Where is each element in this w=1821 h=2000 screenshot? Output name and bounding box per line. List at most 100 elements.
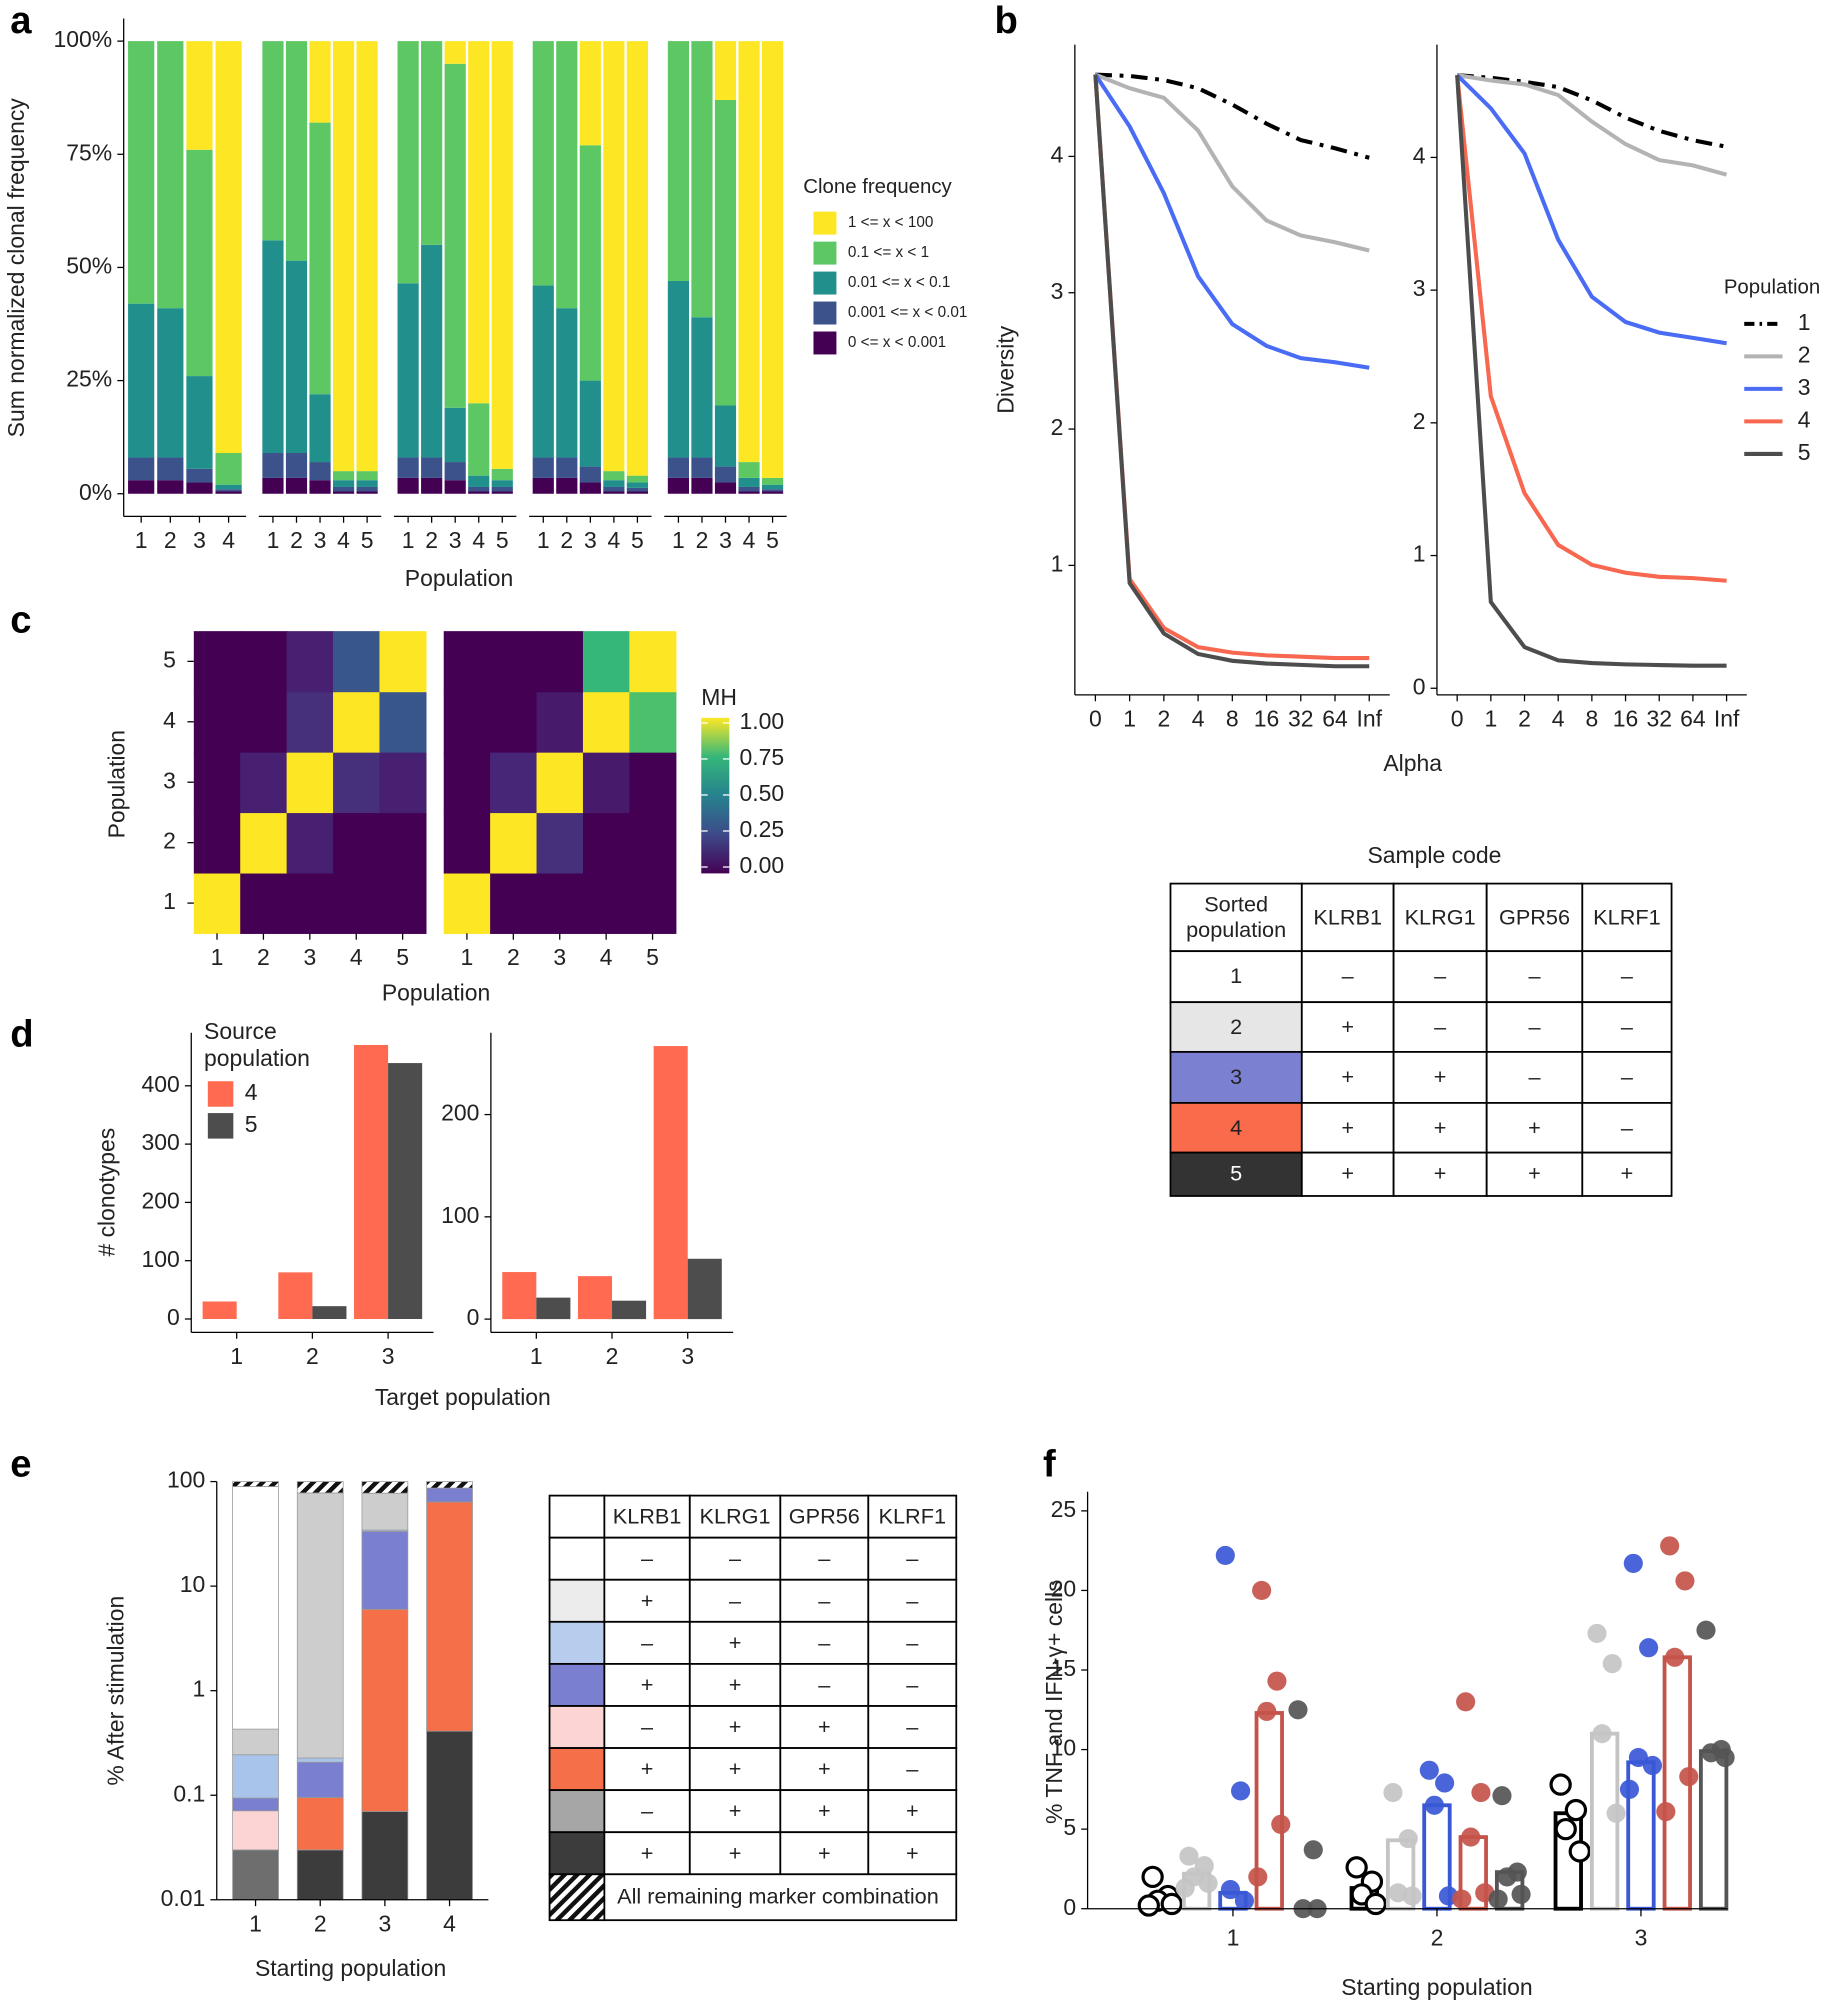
bar-segment [691, 457, 713, 478]
bar-segment [714, 41, 737, 100]
cell-text-box: – [1621, 1065, 1633, 1089]
colorbar-label: 0.50 [740, 780, 785, 806]
bar-segment [397, 41, 419, 284]
cell-text: – [818, 1630, 831, 1655]
cell-text: + [1341, 1115, 1355, 1140]
x-tick-label: 16 [1613, 705, 1639, 731]
x-tick-label: 1 [461, 944, 474, 970]
x-tick-label: 16 [1254, 705, 1280, 731]
bar-segment [532, 41, 554, 286]
y-axis-title: % TNF and IFN-γ+ cells [1041, 1580, 1067, 1824]
table-cell [603, 1663, 691, 1707]
legend-label: 0.001 <= x < 0.01 [848, 304, 968, 321]
cell-text: + [1620, 1161, 1634, 1187]
x-tick-label: 1 [537, 527, 550, 553]
heat-cell [536, 752, 584, 814]
data-point [1345, 1856, 1368, 1879]
x-tick-label: 2 [290, 527, 303, 553]
cell-text: + [1433, 1161, 1447, 1187]
heat-cell [582, 631, 630, 693]
bar-segment [232, 1810, 279, 1851]
data-point [1497, 1867, 1517, 1887]
bar-segment [262, 453, 284, 478]
cell-text: – [1528, 1014, 1541, 1039]
heat-cell [193, 812, 241, 874]
x-tick-label: Inf [1714, 705, 1740, 731]
x-tick-label: 5 [361, 527, 374, 553]
x-tick-label: 1 [211, 944, 224, 970]
table-cell [548, 1494, 606, 1539]
data-point [1606, 1803, 1626, 1823]
data-point [1215, 1545, 1235, 1565]
table-cell [603, 1747, 691, 1792]
y-tick-label: 0 [467, 1304, 480, 1330]
cell-text: – [906, 1630, 919, 1655]
data-point [1675, 1571, 1695, 1591]
x-tick-label: 8 [1585, 705, 1598, 731]
table-cell [548, 1705, 606, 1749]
table-cell [603, 1831, 691, 1876]
x-tick-label: 2 [1157, 705, 1170, 731]
table-cell [1392, 1001, 1488, 1053]
cell-text: – [1528, 964, 1541, 989]
panel-label: f [1043, 1442, 1056, 1485]
bar-segment [444, 41, 466, 64]
heat-cell [629, 691, 677, 753]
cell-text-box: – [906, 1588, 918, 1612]
x-tick-label: 1 [672, 527, 685, 553]
bar-segment [761, 484, 784, 490]
bar-segment [603, 41, 625, 472]
x-axis-title: Starting population [255, 1955, 446, 1981]
data-point [1252, 1580, 1272, 1601]
legend-title: Population [1724, 277, 1820, 299]
panel-label: c [10, 598, 31, 641]
x-tick-label: 64 [1680, 705, 1706, 731]
cell-text: GPR56 [1498, 904, 1571, 930]
cell-text: + [640, 1840, 654, 1865]
y-tick-label: 200 [142, 1187, 180, 1213]
table-cell [1169, 1102, 1303, 1154]
heat-cell [379, 691, 427, 753]
table-cell [1485, 882, 1584, 953]
bar-segment [714, 99, 737, 406]
data-point [1568, 1840, 1591, 1863]
y-tick-label: 2 [1051, 414, 1064, 440]
table-cell [688, 1789, 782, 1834]
cell-text: – [906, 1546, 919, 1571]
data-point [1179, 1846, 1199, 1866]
cell-text-box: – [1434, 1015, 1446, 1039]
cell-text: – [641, 1546, 654, 1571]
x-tick-label: 1 [267, 527, 280, 553]
bar-segment [157, 457, 184, 481]
cell-text-box: + [1433, 1161, 1447, 1187]
cell-text-box: + [818, 1757, 831, 1781]
cell-text: 5 [1230, 1161, 1243, 1187]
cell-text: Sorted population [1186, 892, 1287, 942]
bar-segment [491, 486, 513, 492]
y-tick-label: 3 [1413, 275, 1426, 301]
bar-segment [421, 457, 443, 478]
x-tick-label: 3 [314, 527, 327, 553]
data-point [1623, 1553, 1643, 1573]
table-cell [779, 1747, 870, 1792]
x-tick-label: 3 [382, 1343, 395, 1369]
heat-cell [240, 872, 288, 934]
bar-segment [215, 41, 242, 454]
hatch-swatch [548, 1873, 606, 1922]
x-tick-label: 5 [496, 527, 509, 553]
x-tick-label: 32 [1646, 705, 1672, 731]
y-tick-label: 0% [79, 479, 112, 505]
bar-segment [421, 477, 443, 494]
bar-segment [232, 1728, 279, 1756]
x-tick-label: 2 [306, 1343, 319, 1369]
table-cell [1581, 950, 1673, 1004]
series-line [1455, 74, 1727, 583]
bar-segment [579, 482, 601, 494]
bar-segment [296, 1492, 344, 1759]
x-tick-label: 2 [1431, 1924, 1444, 1950]
bar-segment [491, 480, 513, 487]
cell-text-box: – [906, 1546, 919, 1571]
bar-segment [532, 457, 554, 478]
bar [612, 1300, 647, 1320]
